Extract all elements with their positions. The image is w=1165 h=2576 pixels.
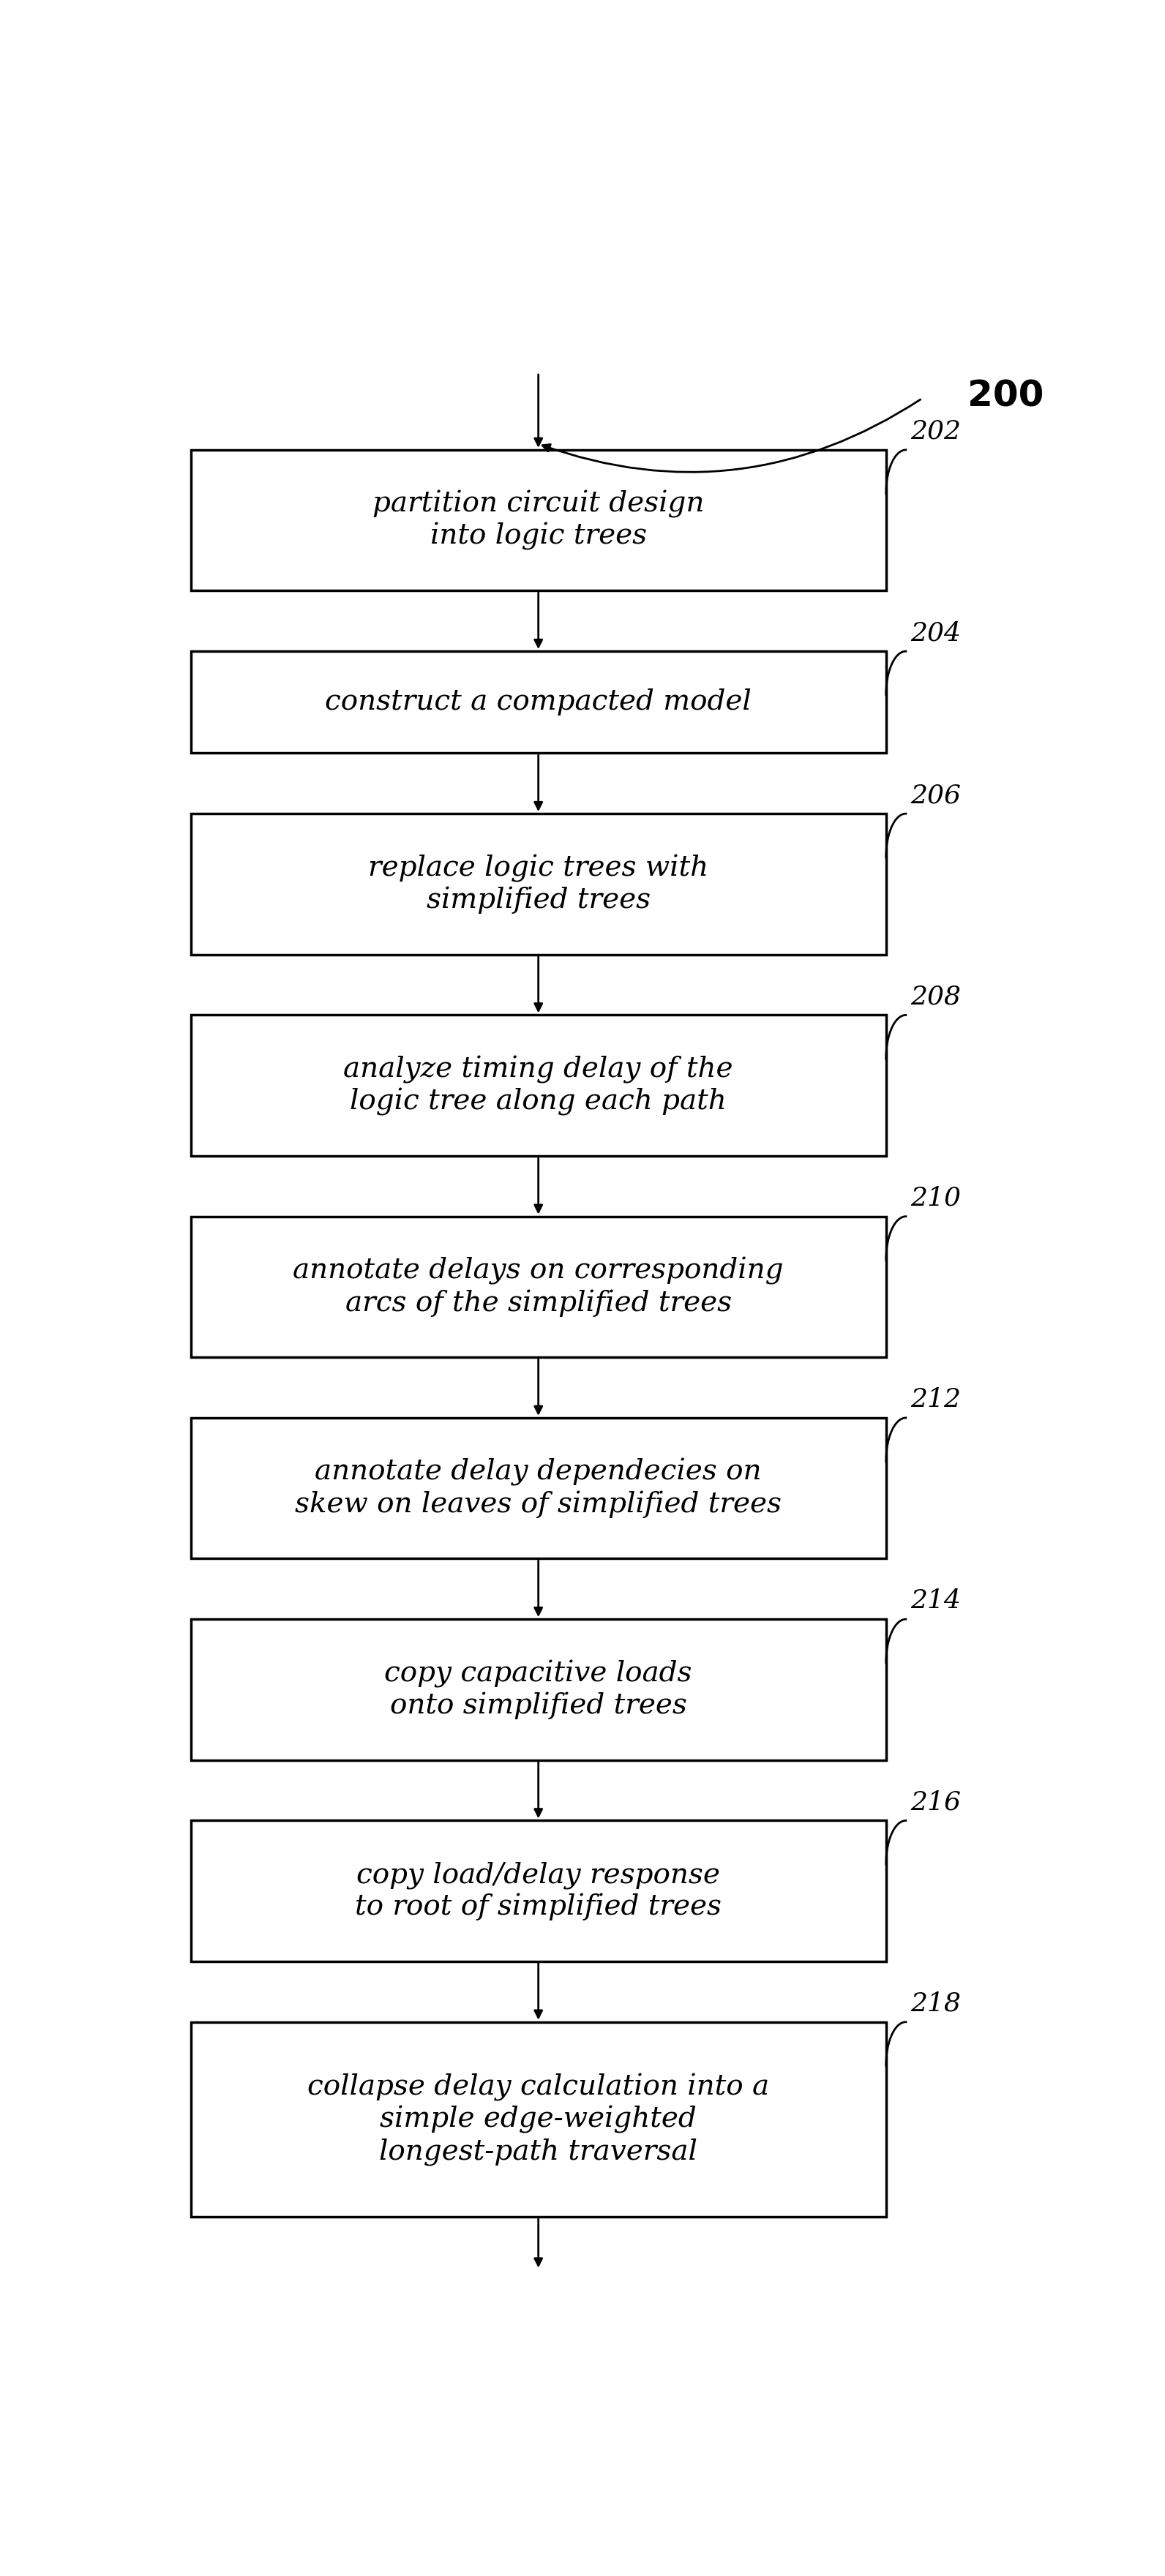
- Text: 218: 218: [910, 1991, 961, 2017]
- Text: annotate delays on corresponding
arcs of the simplified trees: annotate delays on corresponding arcs of…: [294, 1257, 784, 1316]
- Text: analyze timing delay of the
logic tree along each path: analyze timing delay of the logic tree a…: [344, 1056, 733, 1115]
- Text: partition circuit design
into logic trees: partition circuit design into logic tree…: [373, 489, 705, 551]
- FancyBboxPatch shape: [191, 1620, 885, 1759]
- FancyBboxPatch shape: [191, 2022, 885, 2218]
- FancyBboxPatch shape: [191, 1015, 885, 1157]
- FancyBboxPatch shape: [191, 652, 885, 752]
- Text: replace logic trees with
simplified trees: replace logic trees with simplified tree…: [368, 855, 708, 914]
- FancyBboxPatch shape: [191, 451, 885, 590]
- Text: 214: 214: [910, 1589, 961, 1613]
- FancyBboxPatch shape: [191, 1821, 885, 1960]
- FancyBboxPatch shape: [191, 1417, 885, 1558]
- Text: copy load/delay response
to root of simplified trees: copy load/delay response to root of simp…: [355, 1862, 721, 1922]
- Text: 212: 212: [910, 1386, 961, 1412]
- Text: annotate delay dependecies on
skew on leaves of simplified trees: annotate delay dependecies on skew on le…: [295, 1458, 782, 1517]
- FancyBboxPatch shape: [191, 1216, 885, 1358]
- Text: collapse delay calculation into a
simple edge-weighted
longest-path traversal: collapse delay calculation into a simple…: [308, 2074, 769, 2166]
- Text: 208: 208: [910, 984, 961, 1010]
- Text: construct a compacted model: construct a compacted model: [325, 688, 751, 716]
- Text: 216: 216: [910, 1790, 961, 1814]
- FancyBboxPatch shape: [191, 814, 885, 956]
- Text: 206: 206: [910, 783, 961, 809]
- Text: 204: 204: [910, 621, 961, 647]
- Text: 200: 200: [967, 379, 1044, 415]
- Text: 202: 202: [910, 420, 961, 443]
- Text: 210: 210: [910, 1185, 961, 1211]
- Text: copy capacitive loads
onto simplified trees: copy capacitive loads onto simplified tr…: [384, 1659, 692, 1718]
